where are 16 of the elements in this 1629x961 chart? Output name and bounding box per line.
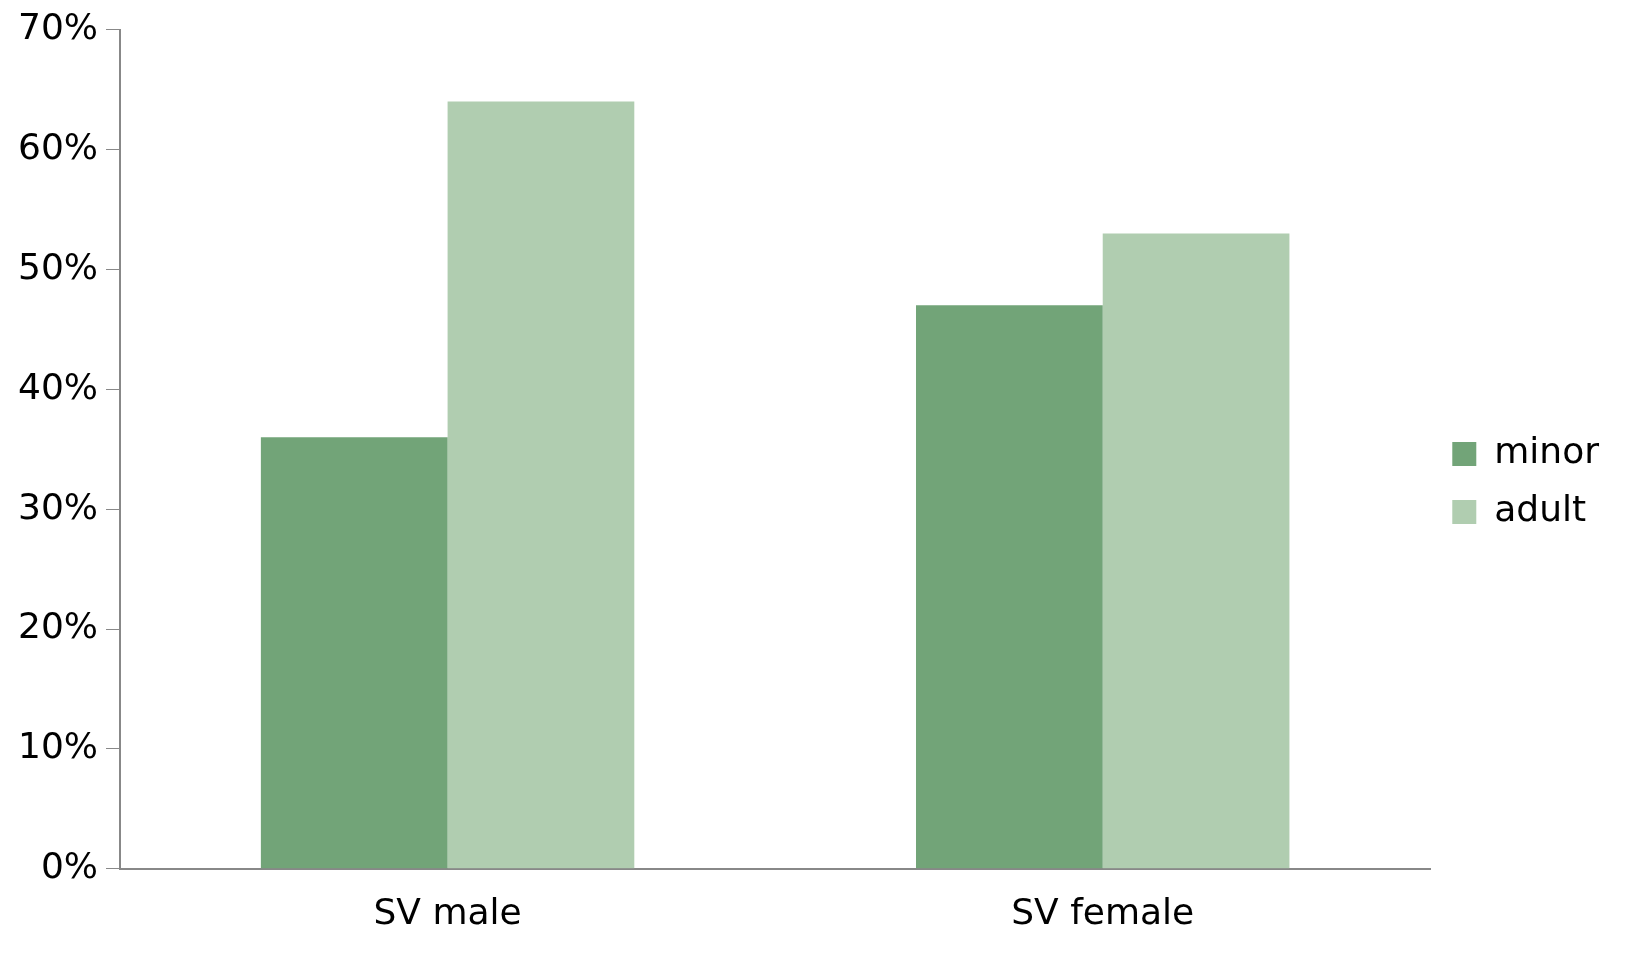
bar [260, 437, 448, 869]
y-tick-label: 70% [18, 5, 99, 47]
y-tick-label: 50% [18, 245, 99, 287]
y-tick-label: 60% [18, 125, 99, 167]
bar [447, 101, 635, 869]
x-tick-label: SV male [373, 890, 522, 932]
y-tick-label: 20% [18, 605, 99, 647]
bar [916, 305, 1103, 869]
y-tick-label: 10% [18, 725, 99, 767]
y-tick-label: 30% [18, 485, 99, 527]
y-tick-label: 0% [40, 845, 99, 887]
y-tick-label: 40% [18, 365, 99, 407]
bar [1102, 233, 1290, 869]
legend-label: minor [1494, 430, 1600, 472]
legend-label: adult [1494, 488, 1587, 530]
x-tick-label: SV female [1011, 890, 1195, 932]
